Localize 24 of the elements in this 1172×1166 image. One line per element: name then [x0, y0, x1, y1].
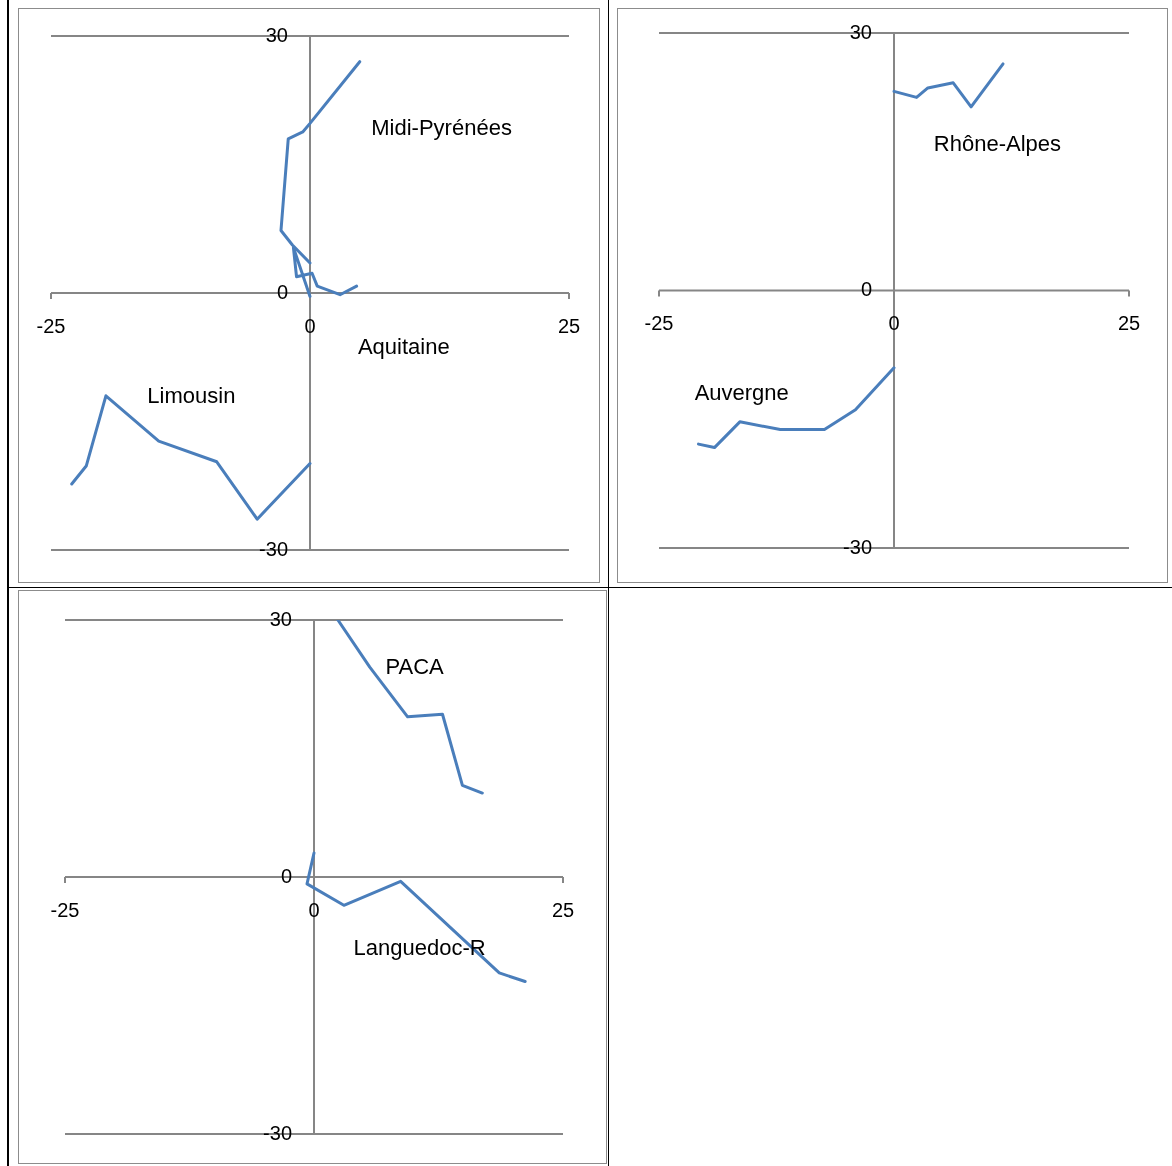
- y-tick-label: 0: [276, 280, 288, 303]
- x-tick-label: -25: [50, 898, 80, 921]
- y-tick-label: 30: [265, 23, 288, 46]
- annotation: PACA: [385, 653, 445, 679]
- annotation: Aquitaine: [357, 334, 450, 360]
- x-tick-label: 0: [304, 314, 316, 337]
- x-tick-label: 25: [551, 898, 575, 921]
- annotation: Midi-Pyrénées: [371, 114, 512, 140]
- y-tick-label: 0: [860, 278, 872, 301]
- x-tick-label: 0: [888, 312, 900, 335]
- y-tick-label: 30: [269, 607, 292, 630]
- x-tick-label: 0: [308, 898, 320, 921]
- y-tick-label: 0: [280, 864, 292, 887]
- annotation: Rhône-Alpes: [933, 130, 1061, 156]
- y-tick-label: -30: [843, 535, 872, 558]
- annotation: Auvergne: [694, 379, 789, 405]
- y-tick-label: 30: [849, 20, 872, 43]
- x-tick-label: 25: [557, 314, 581, 337]
- x-tick-label: 25: [1117, 312, 1141, 335]
- y-tick-label: -30: [263, 1121, 292, 1144]
- y-tick-label: -30: [259, 537, 288, 560]
- annotation: Limousin: [147, 383, 236, 409]
- x-tick-label: -25: [36, 314, 66, 337]
- x-tick-label: -25: [644, 312, 674, 335]
